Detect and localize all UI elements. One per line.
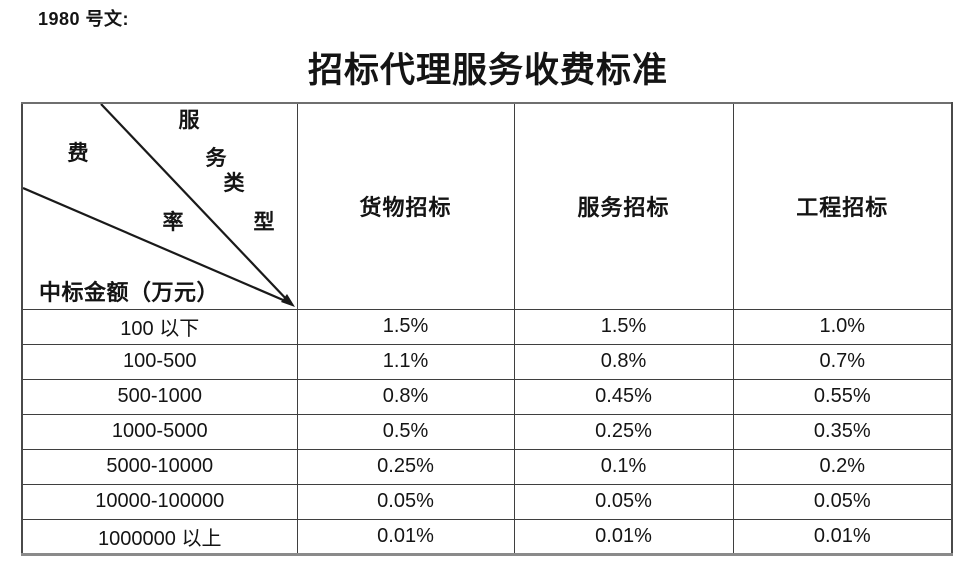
table-row: 100 以下 1.5% 1.5% 1.0% [21, 308, 953, 345]
table-row: 1000-5000 0.5% 0.25% 0.35% [21, 413, 953, 450]
arrowhead-icon [281, 294, 295, 307]
diagonal-lines-graphic [23, 104, 295, 307]
row-label-cell: 100 以下 [21, 308, 298, 345]
table-row: 10000-100000 0.05% 0.05% 0.05% [21, 483, 953, 520]
value-cell: 0.5% [296, 413, 515, 450]
fee-standard-table: 服 费 务 类 率 型 中标金额（万元） 货物招标 服务招标 工程招标 100 … [21, 102, 953, 556]
value-cell: 1.0% [732, 308, 953, 345]
diagonal-line-upper [100, 104, 291, 304]
value-cell: 0.25% [513, 413, 734, 450]
table-row: 500-1000 0.8% 0.45% 0.55% [21, 378, 953, 415]
value-cell: 0.55% [732, 378, 953, 415]
diagonal-line-lower [23, 186, 291, 305]
corner-char-service-3: 类 [223, 171, 245, 195]
diagonal-corner-content: 服 费 务 类 率 型 中标金额（万元） [23, 104, 296, 308]
row-label-cell: 1000000 以上 [21, 518, 298, 555]
value-cell: 0.01% [732, 518, 953, 555]
corner-char-fee-2: 率 [162, 210, 184, 234]
value-cell: 0.25% [296, 448, 515, 485]
column-header-works: 工程招标 [732, 102, 953, 310]
value-cell: 0.8% [513, 343, 734, 380]
value-cell: 0.1% [513, 448, 734, 485]
table-row: 1000000 以上 0.01% 0.01% 0.01% [21, 518, 953, 555]
value-cell: 0.01% [513, 518, 734, 555]
column-header-goods: 货物招标 [296, 102, 515, 310]
value-cell: 0.35% [732, 413, 953, 450]
value-cell: 0.05% [732, 483, 953, 520]
row-label-cell: 10000-100000 [21, 483, 298, 520]
value-cell: 0.01% [296, 518, 515, 555]
table-row: 5000-10000 0.25% 0.1% 0.2% [21, 448, 953, 485]
value-cell: 0.8% [296, 378, 515, 415]
value-cell: 1.5% [296, 308, 515, 345]
corner-char-service-1: 服 [178, 108, 200, 132]
row-label-cell: 500-1000 [21, 378, 298, 415]
row-label-cell: 100-500 [21, 343, 298, 380]
diagonal-corner-cell: 服 费 务 类 率 型 中标金额（万元） [21, 102, 298, 310]
value-cell: 0.05% [296, 483, 515, 520]
corner-amount-label: 中标金额（万元） [39, 280, 220, 305]
corner-char-fee-1: 费 [67, 141, 89, 165]
corner-char-service-2: 务 [205, 146, 227, 170]
table-header-row: 服 费 务 类 率 型 中标金额（万元） 货物招标 服务招标 工程招标 [21, 102, 953, 310]
doc-ref-label: 1980 号文: [38, 9, 130, 29]
value-cell: 1.5% [513, 308, 734, 345]
value-cell: 0.2% [732, 448, 953, 485]
value-cell: 1.1% [296, 343, 515, 380]
column-header-service: 服务招标 [513, 102, 734, 310]
value-cell: 0.7% [732, 343, 953, 380]
table-row: 100-500 1.1% 0.8% 0.7% [21, 343, 953, 380]
row-label-cell: 5000-10000 [21, 448, 298, 485]
value-cell: 0.45% [513, 378, 734, 415]
corner-char-service-4: 型 [253, 210, 275, 234]
page-title: 招标代理服务收费标准 [307, 51, 668, 90]
value-cell: 0.05% [513, 483, 734, 520]
row-label-cell: 1000-5000 [21, 413, 298, 450]
